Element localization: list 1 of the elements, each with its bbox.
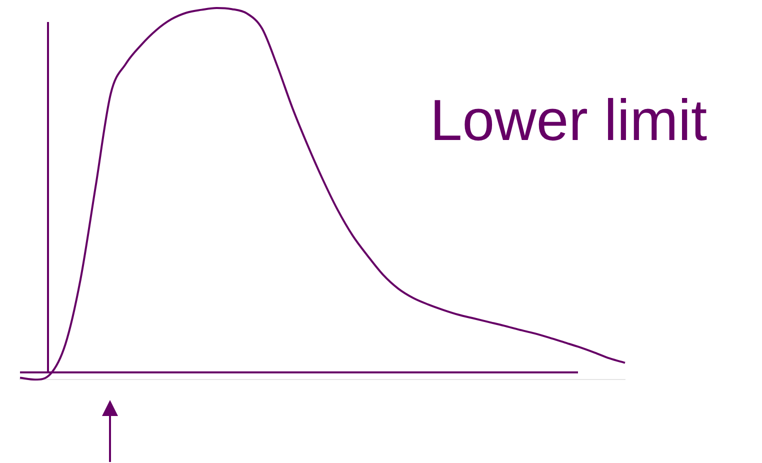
text: Lower limit — [430, 88, 708, 153]
